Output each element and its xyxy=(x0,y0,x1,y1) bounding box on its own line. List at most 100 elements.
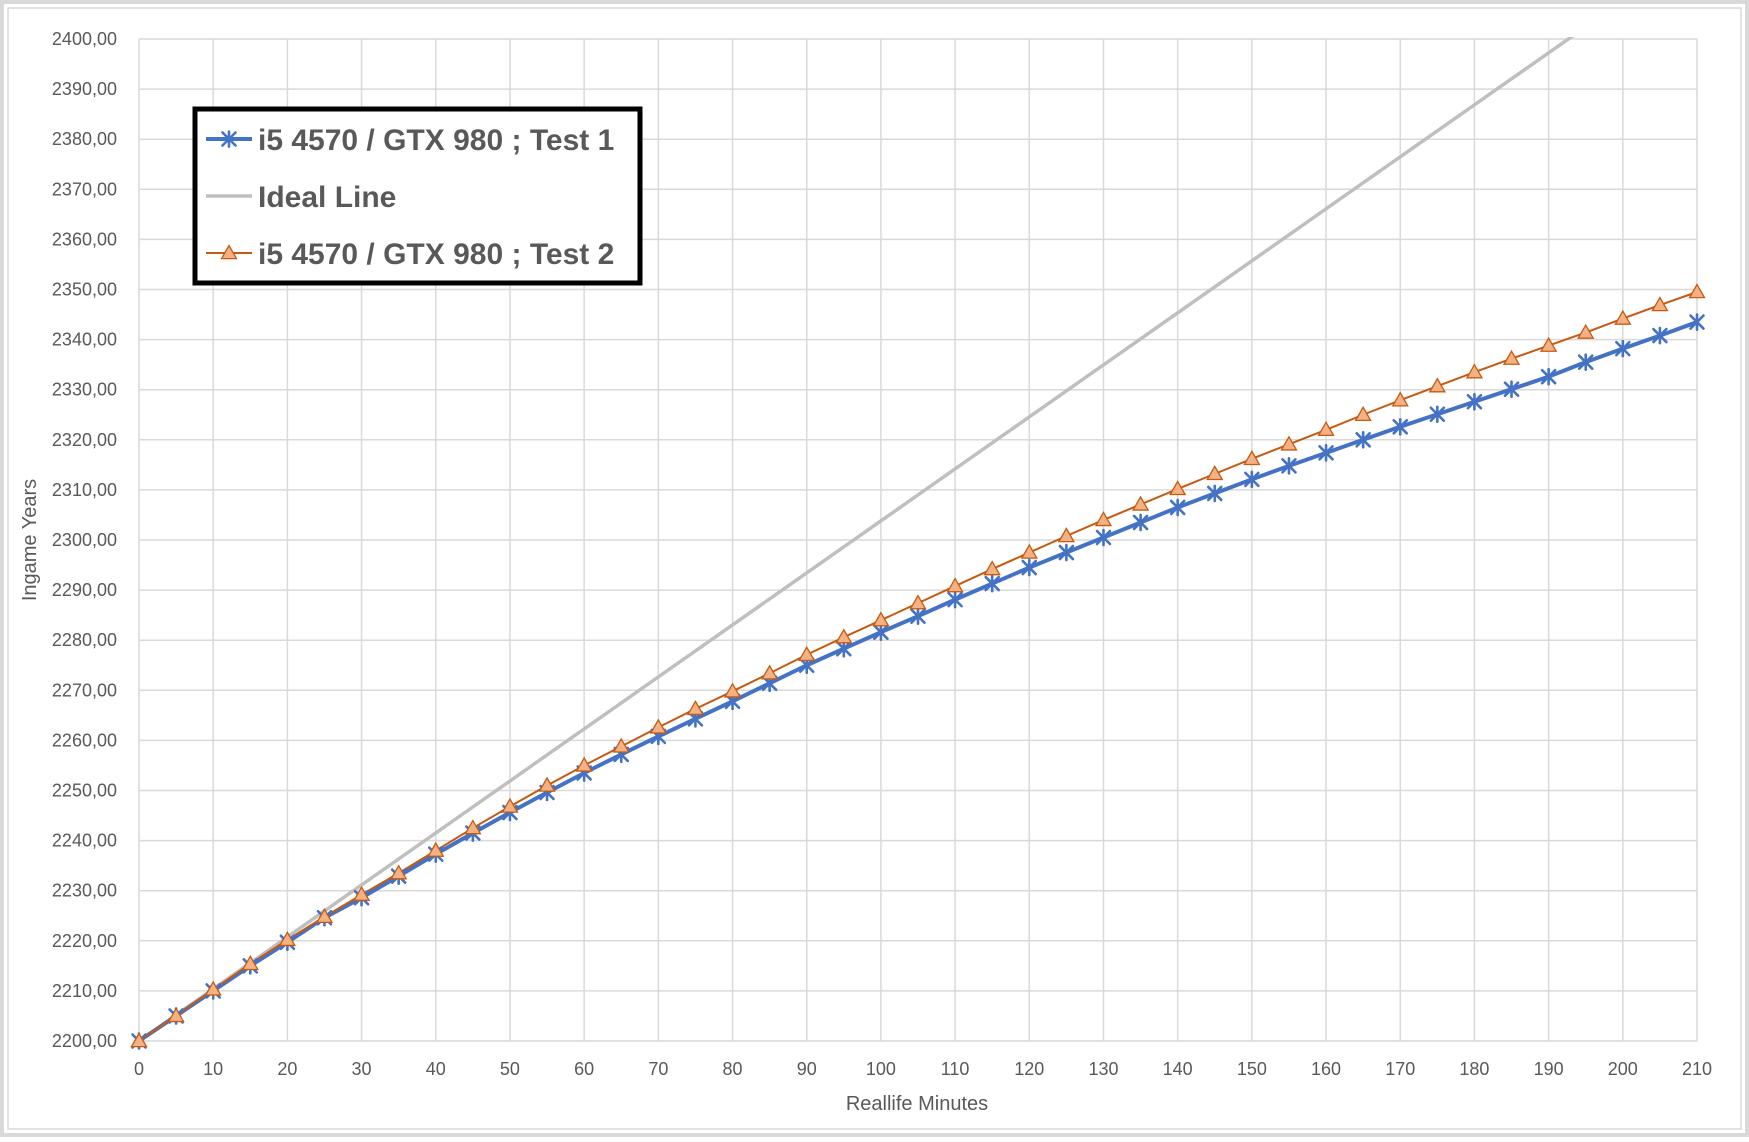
x-tick-label: 80 xyxy=(723,1059,743,1079)
y-tick-label: 2320,00 xyxy=(52,430,117,450)
y-tick-label: 2270,00 xyxy=(52,680,117,700)
x-tick-label: 0 xyxy=(134,1059,144,1079)
data-point xyxy=(1094,511,1113,527)
data-point xyxy=(390,864,408,880)
data-point xyxy=(1058,543,1075,562)
y-tick-label: 2200,00 xyxy=(52,1031,117,1051)
x-tick-label: 180 xyxy=(1459,1059,1489,1079)
y-tick-label: 2360,00 xyxy=(52,229,117,249)
data-point xyxy=(946,577,964,593)
x-tick-label: 30 xyxy=(352,1059,372,1079)
data-point xyxy=(1652,326,1668,345)
x-tick-label: 40 xyxy=(426,1059,446,1079)
x-tick-label: 120 xyxy=(1014,1059,1044,1079)
data-point xyxy=(1466,392,1483,411)
data-point xyxy=(760,664,779,680)
data-point xyxy=(1539,336,1558,352)
y-axis-title: Ingame Years xyxy=(19,479,41,601)
data-point xyxy=(1020,543,1038,559)
legend: i5 4570 / GTX 980 ; Test 1 Ideal Line i5 4… xyxy=(192,106,643,286)
data-point xyxy=(464,819,482,835)
data-point xyxy=(278,930,297,947)
data-point xyxy=(1131,495,1150,511)
data-point xyxy=(1021,558,1038,577)
data-point xyxy=(686,700,705,716)
y-tick-label: 2390,00 xyxy=(52,79,117,99)
x-tick-label: 10 xyxy=(203,1059,223,1079)
legend-label: i5 4570 / GTX 980 ; Test 1 xyxy=(258,124,614,157)
data-point xyxy=(1689,313,1705,331)
data-point xyxy=(167,1007,185,1023)
data-point xyxy=(1428,377,1446,393)
data-point xyxy=(872,611,890,627)
data-point xyxy=(1577,353,1594,371)
data-point xyxy=(649,718,667,734)
data-point xyxy=(723,682,742,698)
data-point xyxy=(798,645,816,662)
legend-box xyxy=(192,106,643,286)
data-point xyxy=(1502,349,1521,365)
y-axis-ticks: 2200,00 2210,00 2220,00 2230,00 2240,00 2250,… xyxy=(52,29,117,1051)
y-tick-label: 2250,00 xyxy=(52,781,117,801)
data-point xyxy=(1206,465,1224,481)
x-tick-label: 160 xyxy=(1311,1059,1341,1079)
x-tick-label: 70 xyxy=(648,1059,668,1079)
x-tick-label: 50 xyxy=(500,1059,520,1079)
data-point xyxy=(1614,309,1632,325)
data-point xyxy=(501,797,519,813)
data-point xyxy=(984,574,1000,593)
data-point xyxy=(315,907,334,924)
x-tick-label: 110 xyxy=(941,1059,970,1079)
inner-border xyxy=(7,7,1742,1130)
x-tick-label: 170 xyxy=(1385,1059,1415,1079)
y-tick-label: 2340,00 xyxy=(52,330,117,350)
data-point xyxy=(241,955,259,971)
data-point xyxy=(1132,513,1149,532)
x-tick-label: 140 xyxy=(1163,1059,1193,1079)
data-point xyxy=(612,737,630,753)
x-tick-label: 190 xyxy=(1534,1059,1564,1079)
x-tick-label: 60 xyxy=(574,1059,594,1079)
y-tick-label: 2240,00 xyxy=(52,831,117,851)
y-tick-label: 2290,00 xyxy=(52,580,117,600)
legend-label: Ideal Line xyxy=(258,181,396,214)
data-point xyxy=(910,607,926,625)
data-point xyxy=(1540,367,1557,386)
data-point xyxy=(1318,444,1334,462)
data-point xyxy=(1503,380,1520,398)
data-point xyxy=(1057,527,1076,543)
x-tick-label: 90 xyxy=(797,1059,817,1079)
legend-swatch-marker xyxy=(221,130,237,148)
data-point xyxy=(1317,420,1335,437)
x-tick-label: 210 xyxy=(1682,1059,1712,1079)
x-axis-title: Reallife Minutes xyxy=(846,1093,988,1115)
data-point xyxy=(1615,339,1631,358)
data-point xyxy=(1688,283,1706,299)
y-tick-label: 2400,00 xyxy=(52,29,117,49)
data-point xyxy=(1355,430,1371,449)
data-point xyxy=(1429,405,1446,424)
data-point xyxy=(1206,484,1223,503)
legend-label: i5 4570 / GTX 980 ; Test 2 xyxy=(258,238,614,271)
y-tick-label: 2300,00 xyxy=(52,530,117,550)
data-point xyxy=(204,980,222,996)
series-line xyxy=(139,37,1575,1043)
y-tick-label: 2220,00 xyxy=(52,931,117,951)
x-tick-label: 100 xyxy=(866,1059,896,1079)
data-point xyxy=(873,623,889,641)
y-tick-label: 2310,00 xyxy=(52,480,117,500)
data-point xyxy=(1243,450,1261,466)
data-point xyxy=(1354,405,1372,422)
data-point xyxy=(352,885,371,901)
data-point xyxy=(1392,417,1409,436)
data-point xyxy=(1244,470,1260,489)
data-point xyxy=(1465,363,1484,379)
data-point xyxy=(909,594,927,610)
series-markers xyxy=(130,283,1706,1050)
y-tick-label: 2280,00 xyxy=(52,630,117,650)
y-tick-label: 2260,00 xyxy=(52,730,117,750)
x-tick-label: 130 xyxy=(1088,1059,1118,1079)
y-tick-label: 2350,00 xyxy=(52,280,117,300)
data-point xyxy=(1281,457,1297,475)
data-point xyxy=(1651,296,1669,312)
